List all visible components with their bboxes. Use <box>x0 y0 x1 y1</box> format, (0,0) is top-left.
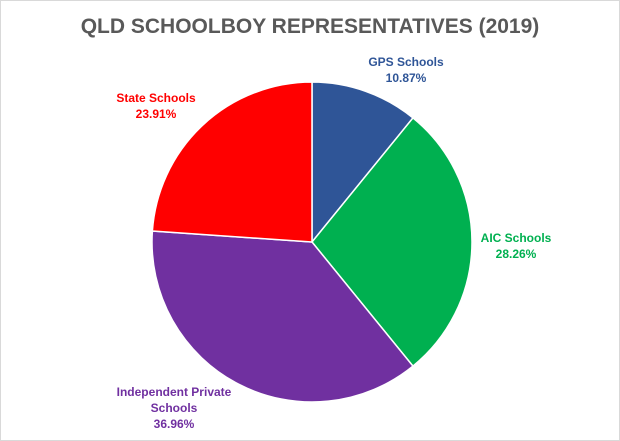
pie-slice <box>151 81 313 243</box>
data-label: AIC Schools 28.26% <box>451 230 581 262</box>
label-name: AIC Schools <box>480 231 552 245</box>
label-value: 36.96% <box>153 417 195 431</box>
label-value: 23.91% <box>135 107 177 121</box>
data-label: Independent Private Schools 36.96% <box>109 384 239 432</box>
label-name: State Schools <box>116 91 196 105</box>
label-name: GPS Schools <box>368 55 444 69</box>
label-value: 10.87% <box>385 71 427 85</box>
pie-slice <box>311 116 473 368</box>
pie-slice <box>151 230 415 403</box>
chart-title: QLD SCHOOLBOY REPRESENTATIVES (2019) <box>80 15 540 38</box>
label-name: Independent Private Schools <box>116 385 232 415</box>
pie-slice <box>311 81 415 245</box>
data-label: GPS Schools 10.87% <box>341 54 471 86</box>
label-value: 28.26% <box>495 247 537 261</box>
data-label: State Schools 23.91% <box>91 90 221 122</box>
